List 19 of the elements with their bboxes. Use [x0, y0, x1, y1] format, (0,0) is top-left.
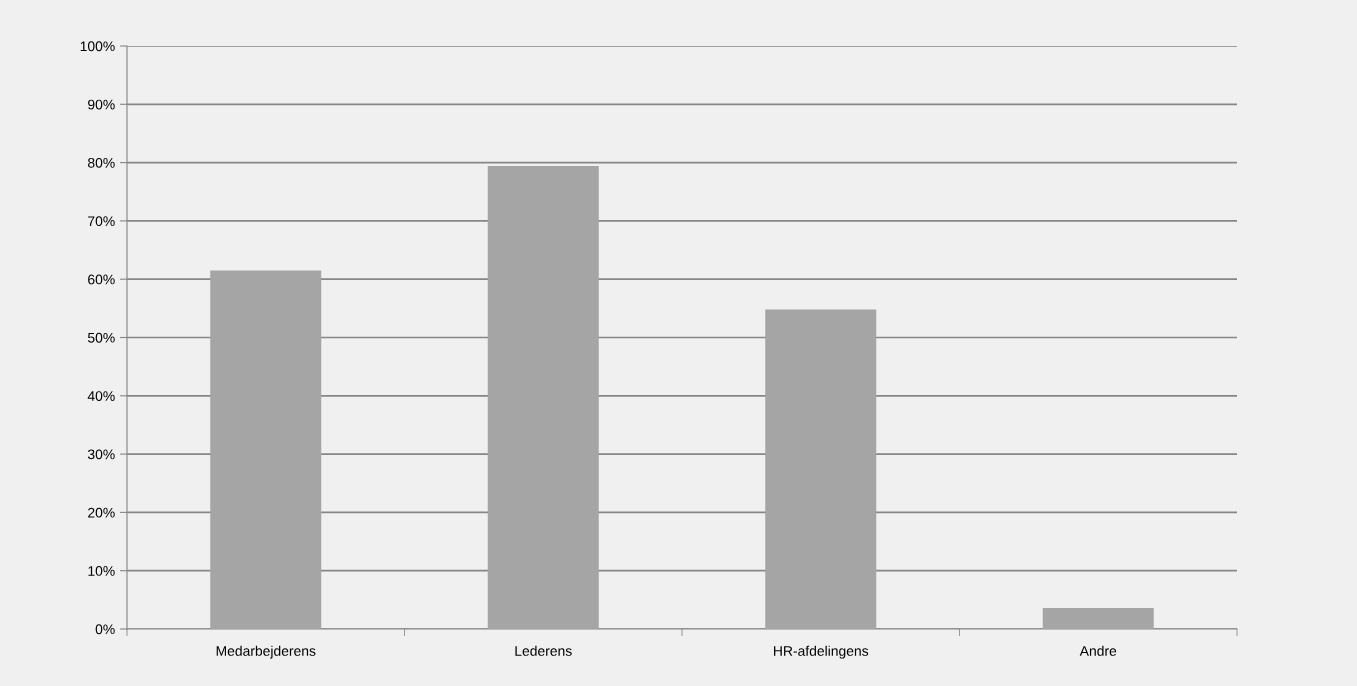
bar: [765, 309, 877, 629]
y-tick-label: 60%: [88, 274, 115, 285]
x-tick-label: Medarbejderens: [216, 645, 316, 659]
y-tick-label: 10%: [88, 566, 115, 576]
x-tick-label: HR-afdelingens: [774, 645, 869, 659]
bar: [1042, 608, 1154, 629]
y-tick-label: 30%: [87, 449, 115, 460]
x-tick-label: Andre: [1079, 645, 1117, 656]
y-tick-label: 50%: [87, 332, 115, 343]
y-tick-label: 20%: [88, 507, 115, 518]
y-tick-label: 90%: [88, 99, 115, 110]
y-tick-label: 70%: [88, 216, 115, 227]
bar: [210, 270, 322, 629]
y-tick-label: 100%: [80, 41, 115, 52]
y-tick-label: 0%: [95, 624, 115, 635]
y-tick-label: 80%: [88, 157, 115, 168]
bar: [487, 166, 599, 629]
y-tick-label: 40%: [87, 391, 115, 401]
x-tick-label: Lederens: [515, 645, 572, 656]
